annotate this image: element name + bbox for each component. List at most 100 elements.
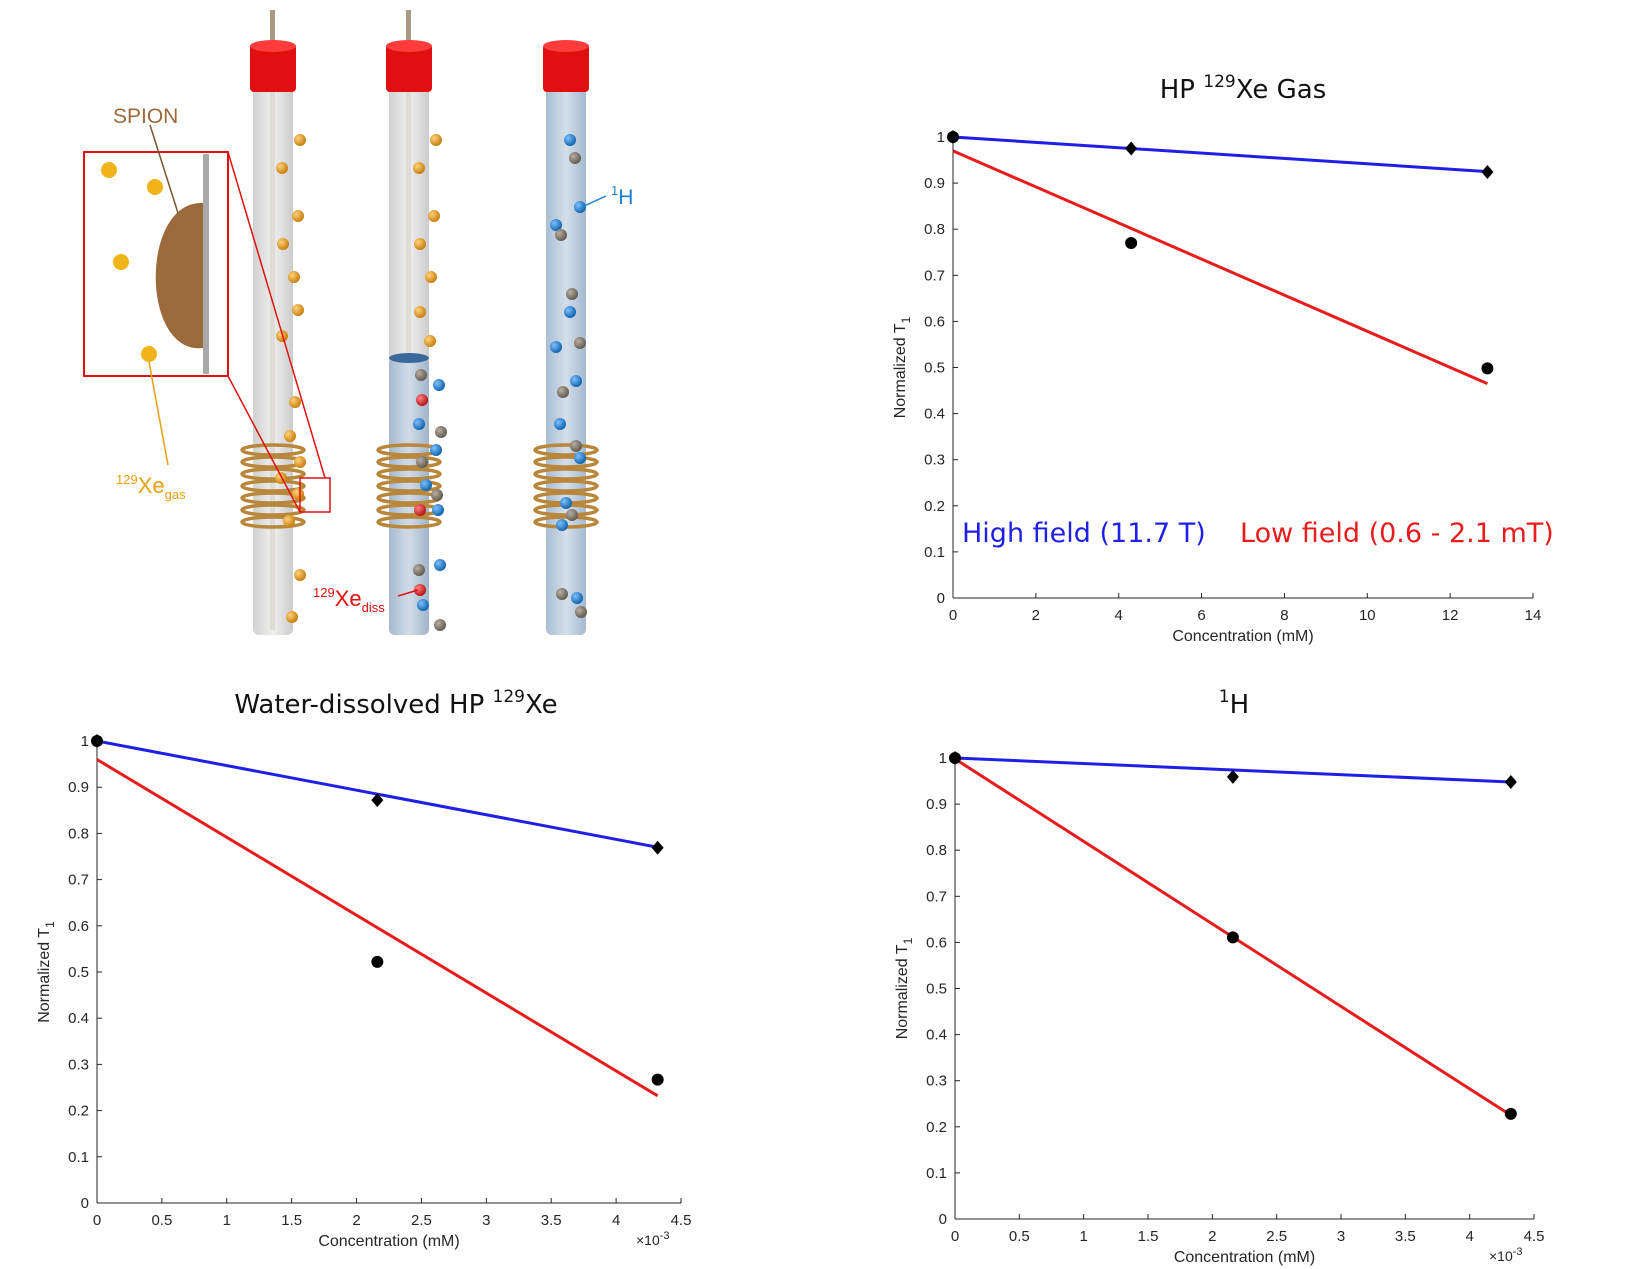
water-molecule	[570, 440, 582, 452]
x-tick-label: 3	[482, 1212, 490, 1229]
x-tick-label: 3	[1337, 1228, 1345, 1245]
h1-atom	[430, 444, 442, 456]
fit-line-low-field	[96, 758, 659, 1098]
xe-diss-label: 129Xediss	[313, 585, 385, 615]
h1-atom	[570, 375, 582, 387]
y-tick-label: 0	[939, 1211, 947, 1228]
y-tick-label: 0.9	[68, 779, 89, 796]
tube-gas-water	[386, 10, 432, 635]
legend-high-field: High field (11.7 T)	[962, 518, 1206, 549]
h1-atom	[560, 497, 572, 509]
fit-line-high-field	[952, 135, 1488, 174]
h1-atom	[550, 341, 562, 353]
y-tick-label: 0.2	[926, 1119, 947, 1136]
data-point-low-field	[1481, 362, 1494, 375]
y-tick-label: 0.5	[68, 964, 89, 981]
h1-atom	[574, 201, 586, 213]
y-tick-label: 0.6	[926, 934, 947, 951]
data-point-low-field	[651, 1073, 664, 1086]
xe-gas-atom	[275, 472, 287, 484]
x-tick-label: 8	[1280, 607, 1288, 624]
x-tick-label: 1.5	[1138, 1228, 1159, 1245]
data-point-low-field	[371, 955, 384, 968]
data-point-low-field	[1125, 237, 1138, 250]
coil-turn	[240, 479, 306, 493]
y-tick-label: 0.8	[924, 221, 945, 238]
h1-atom	[550, 219, 562, 231]
y-tick-label: 0.3	[68, 1056, 89, 1073]
h1-atom	[571, 592, 583, 604]
water-molecule	[574, 337, 586, 349]
y-axis-label: Normalized T1	[36, 921, 57, 1023]
y-axis-label: Normalized T1	[892, 316, 913, 418]
xe-gas-atom	[292, 304, 304, 316]
x-tick-label: 4.5	[1524, 1228, 1545, 1245]
x-tick-label: 2	[352, 1212, 360, 1229]
particles	[275, 134, 587, 631]
spion-label: SPION	[113, 105, 178, 128]
coil-turn	[533, 455, 599, 469]
y-tick-label: 0.4	[68, 1010, 89, 1027]
y-tick-label: 0.3	[926, 1073, 947, 1090]
sample-tubes-diagram: SPION 129Xegas 129Xediss 1H	[83, 10, 633, 635]
x-tick-label: 4	[1115, 607, 1123, 624]
xe-gas-atom	[289, 396, 301, 408]
h1-atom	[432, 504, 444, 516]
x-tick-label: 1	[223, 1212, 231, 1229]
y-tick-label: 0.1	[68, 1149, 89, 1166]
chart-title: Water-dissolved HP 129Xe	[234, 687, 557, 720]
data-point-low-field	[1504, 1107, 1517, 1120]
y-tick-label: 0.7	[924, 267, 945, 284]
x-tick-label: 2.5	[411, 1212, 432, 1229]
y-tick-label: 0.5	[924, 360, 945, 377]
x-tick-label: 0	[93, 1212, 101, 1229]
y-tick-label: 0.2	[924, 498, 945, 515]
h1-atom	[413, 418, 425, 430]
water-molecule	[431, 489, 443, 501]
x-tick-label: 4.5	[671, 1212, 692, 1229]
h1-atom	[554, 418, 566, 430]
xe-gas-atom	[430, 134, 442, 146]
data-point-high-field	[371, 793, 384, 808]
y-tick-label: 0.2	[68, 1103, 89, 1120]
xe-gas-atom	[294, 456, 306, 468]
x-tick-label: 1.5	[281, 1212, 302, 1229]
water-molecule	[575, 606, 587, 618]
water-molecule	[566, 288, 578, 300]
xe-gas-atom	[425, 271, 437, 283]
data-point-low-field	[91, 735, 103, 747]
coil-turn	[533, 443, 599, 457]
coil-turn	[376, 467, 442, 481]
x-tick-label: 12	[1442, 607, 1459, 624]
y-axis-label: Normalized T1	[894, 937, 915, 1039]
xe-gas-atom	[286, 611, 298, 623]
water-molecule	[556, 588, 568, 600]
water-molecule	[413, 564, 425, 576]
x-tick-label: 2.5	[1266, 1228, 1287, 1245]
y-tick-label: 1	[81, 733, 89, 750]
y-tick-label: 0.9	[924, 175, 945, 192]
data-point-low-field	[947, 131, 959, 143]
xe-gas-atom	[414, 306, 426, 318]
tube-water	[543, 40, 589, 635]
chart-hp-xe-gas: 00.10.20.30.40.50.60.70.80.910 2 4 6 8 10 12 14…	[892, 72, 1541, 645]
y-tick-label: 0.6	[924, 313, 945, 330]
xe-diss-atom	[416, 394, 428, 406]
tube-cap-3	[543, 44, 589, 92]
y-tick-label: 0.1	[926, 1165, 947, 1182]
y-tick-label: 0.6	[68, 918, 89, 935]
xe-gas-atom	[428, 210, 440, 222]
coil-turn	[376, 515, 442, 529]
x-axis-label: Concentration (mM)	[318, 1233, 459, 1250]
xe-gas-atom	[283, 515, 295, 527]
x-exponent: ×10-3	[636, 1230, 670, 1248]
water-molecule	[566, 509, 578, 521]
y-tick-label: 0.7	[926, 888, 947, 905]
water-molecule	[434, 619, 446, 631]
fit-line-low-field	[952, 149, 1489, 386]
x-tick-label: 2	[1032, 607, 1040, 624]
water-molecule	[569, 152, 581, 164]
coil-turn	[240, 491, 306, 505]
y-tick-label: 0	[81, 1195, 89, 1212]
coil-turn	[533, 479, 599, 493]
